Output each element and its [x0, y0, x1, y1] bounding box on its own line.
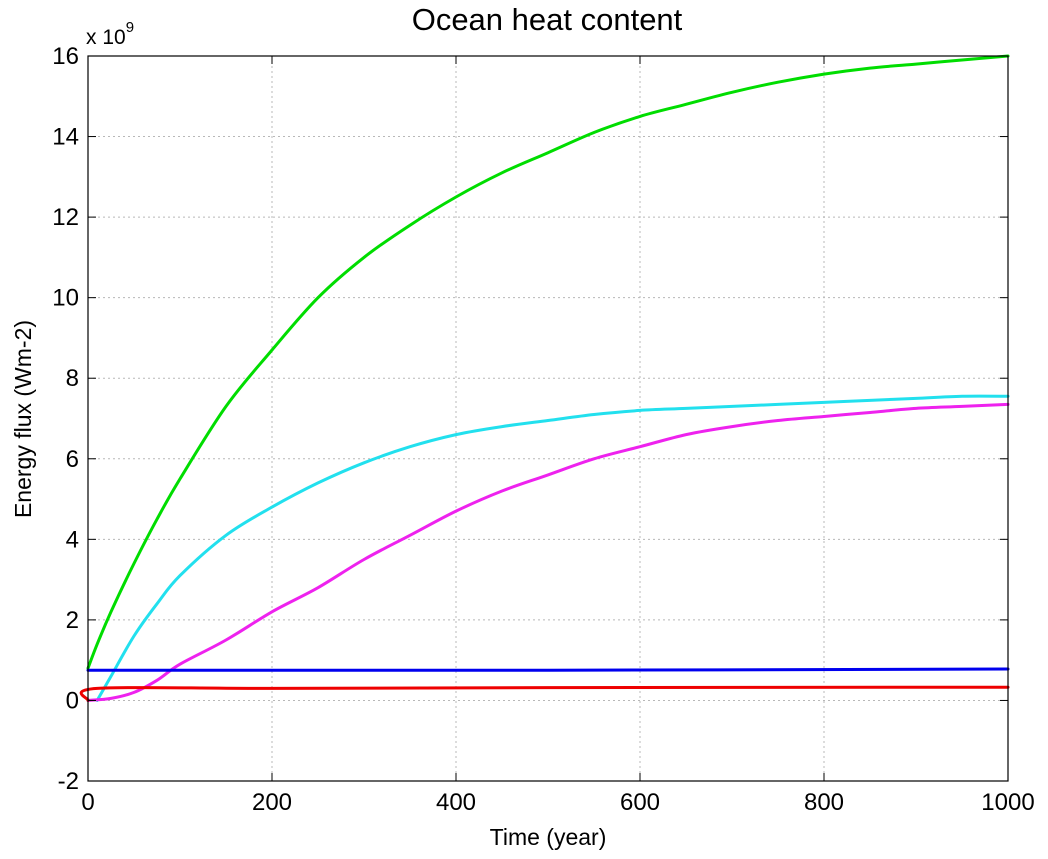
y-tick-label: 4 [66, 526, 79, 553]
x-tick-label: 200 [252, 789, 292, 816]
y-tick-label: 14 [52, 124, 79, 151]
x-axis-label: Time (year) [490, 824, 607, 850]
x-tick-label: 400 [436, 789, 476, 816]
x-tick-label: 0 [81, 789, 94, 816]
series-line-5 [79, 685, 1010, 702]
y-multiplier-exponent: 9 [126, 19, 134, 36]
x-tick-label: 1000 [981, 789, 1034, 816]
series-line-3 [86, 402, 1010, 702]
y-tick-label: 6 [66, 446, 79, 473]
y-tick-labels: -2 0 2 4 6 8 10 12 14 16 [52, 43, 79, 795]
y-tick-label: -2 [58, 768, 79, 795]
series-line-2 [95, 394, 1010, 702]
y-tick-label: 0 [66, 687, 79, 714]
series-line-4 [86, 667, 1010, 672]
y-axis-multiplier: x 109 [86, 19, 134, 49]
series-line-1 [86, 54, 1010, 670]
x-tick-labels: 0 200 400 600 800 1000 [81, 789, 1034, 816]
x-tick-label: 600 [620, 789, 660, 816]
y-tick-label: 12 [52, 204, 79, 231]
series-group [79, 54, 1010, 702]
y-axis-label: Energy flux (Wm-2) [10, 320, 36, 518]
x-tick-label: 800 [804, 789, 844, 816]
y-tick-label: 2 [66, 607, 79, 634]
chart-title: Ocean heat content [412, 2, 683, 37]
y-tick-label: 16 [52, 43, 79, 70]
y-tick-label: 10 [52, 285, 79, 312]
y-multiplier-base: x 10 [86, 26, 126, 49]
y-tick-label: 8 [66, 365, 79, 392]
plot-frame [87, 55, 1009, 782]
ticks [87, 55, 1009, 782]
grid [88, 56, 1008, 781]
